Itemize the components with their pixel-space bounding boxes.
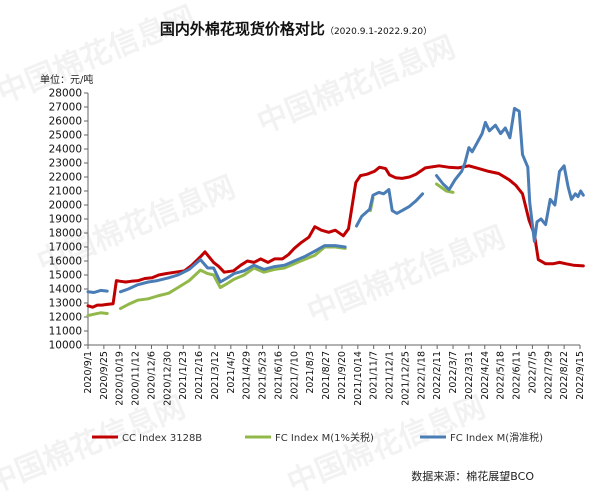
chart-title-block: 国内外棉花现货价格对比（2020.9.1-2022.9.20） [0, 18, 592, 39]
series-line [118, 245, 347, 311]
x-tick-label: 2021/4/5 [226, 351, 237, 394]
y-tick-label: 15000 [49, 270, 82, 282]
series-lines [86, 106, 585, 318]
series-line [86, 164, 585, 309]
y-tick-label: 20000 [49, 200, 82, 212]
series-line [355, 188, 425, 228]
x-tick-label: 2022/6/11 [512, 351, 523, 400]
x-tick-label: 2020/9/1 [83, 351, 94, 394]
y-tick-label: 12000 [49, 312, 82, 324]
legend: CC Index 3128B FC Index M(1%关税) FC Index M… [92, 431, 543, 444]
x-tick-label: 2021/1/23 [178, 351, 189, 400]
x-tick-label: 2022/1/18 [416, 351, 427, 400]
x-tick-label: 2021/4/29 [242, 351, 253, 400]
y-tick-label: 17000 [49, 242, 82, 254]
y-tick-label: 19000 [49, 214, 82, 226]
x-tick-label: 2022/7/5 [527, 351, 538, 394]
series-line [435, 182, 455, 194]
x-tick-label: 2021/8/3 [305, 351, 316, 394]
x-tick-label: 2021/6/16 [273, 351, 284, 400]
x-tick-label: 2022/3/31 [464, 351, 475, 400]
x-tick-label: 2021/5/23 [258, 351, 269, 400]
y-tick-label: 23000 [49, 158, 82, 170]
x-tick-label: 2022/8/22 [559, 351, 570, 400]
x-tick-label: 2021/12/25 [400, 351, 411, 406]
x-tick-label: 2021/8/27 [321, 351, 332, 400]
unit-label: 单位：元/吨 [40, 75, 94, 86]
series-line [118, 244, 347, 294]
x-tick-label: 2020/9/25 [99, 351, 110, 400]
source-label: 数据来源：棉花展望BCO [411, 470, 534, 483]
legend-label: CC Index 3128B [122, 433, 202, 444]
x-tick-label: 2021/9/20 [337, 351, 348, 400]
y-tick-label: 26000 [49, 116, 82, 128]
y-tick-label: 16000 [49, 256, 82, 268]
y-tick-label: 27000 [49, 102, 82, 114]
x-tick-label: 2020/12/30 [162, 351, 173, 406]
x-tick-label: 2021/7/10 [289, 351, 300, 400]
x-tick-label: 2022/7/29 [543, 351, 554, 400]
legend-label: FC Index M(1%关税) [275, 431, 374, 444]
y-tick-label: 24000 [49, 144, 82, 156]
x-tick-label: 2022/5/18 [496, 351, 507, 400]
legend-label: FC Index M(滑准税) [450, 431, 543, 444]
y-tick-label: 14000 [49, 284, 82, 296]
chart-title: 国内外棉花现货价格对比 [159, 20, 325, 38]
y-tick-label: 28000 [49, 88, 82, 100]
y-tick-label: 21000 [49, 186, 82, 198]
y-tick-label: 25000 [49, 130, 82, 142]
x-tick-label: 2022/2/11 [432, 351, 443, 400]
series-line [86, 311, 109, 318]
x-tick-label: 2021/2/16 [194, 351, 205, 400]
y-ticks: 10000 11000 12000 13000 14000 15000 16000 17000… [49, 88, 88, 352]
chart-subtitle: （2020.9.1-2022.9.20） [324, 27, 433, 37]
series-line [435, 106, 585, 243]
x-tick-label: 2020/10/19 [115, 351, 126, 406]
x-tick-label: 2021/10/14 [353, 351, 364, 406]
x-tick-label: 2021/3/12 [210, 351, 221, 400]
series-line [86, 288, 109, 294]
y-tick-label: 13000 [49, 298, 82, 310]
x-tick-label: 2021/11/7 [369, 351, 380, 400]
x-tick-label: 2021/12/1 [385, 351, 396, 400]
x-tick-label: 2022/9/15 [575, 351, 586, 400]
y-tick-label: 11000 [49, 326, 82, 338]
x-tick-label: 2020/11/12 [131, 351, 142, 406]
x-ticks: 2020/9/1 2020/9/25 2020/10/19 2020/11/12 202… [83, 345, 586, 406]
y-tick-label: 10000 [49, 340, 82, 352]
x-tick-label: 2022/3/7 [448, 351, 459, 394]
x-tick-label: 2020/12/6 [146, 351, 157, 400]
y-tick-label: 22000 [49, 172, 82, 184]
y-tick-label: 18000 [49, 228, 82, 240]
x-tick-label: 2022/4/24 [480, 351, 491, 400]
